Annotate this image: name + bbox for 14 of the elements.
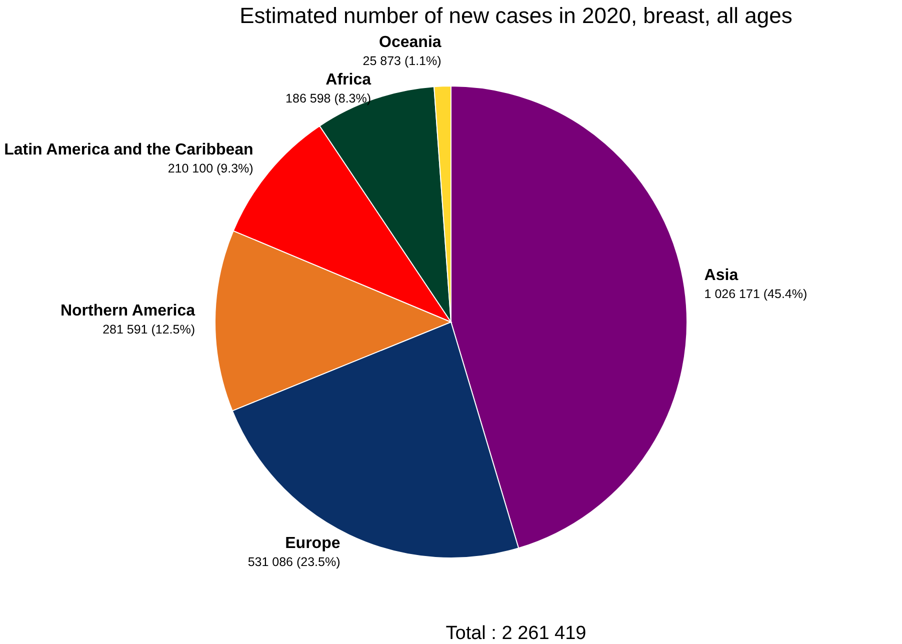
data-label: 1 026 171 (45.4%) (704, 286, 808, 301)
text: Total : 2 261 419 (446, 623, 586, 644)
slice-label: Latin America and the Caribbean (4, 141, 254, 158)
data-label: 186 598 (8.3%) (286, 91, 372, 106)
slice-label: Africa (326, 71, 372, 88)
data-label: 281 591 (12.5%) (102, 322, 196, 337)
slice-label: Northern America (60, 302, 196, 320)
data-label: 210 100 (9.3%) (168, 161, 254, 176)
chart-title: Estimated number of new cases in 2020, breast, all ages (240, 3, 792, 28)
slice-label: Asia (704, 266, 738, 284)
slice-label: Oceania (379, 34, 442, 52)
data-label: 25 873 (1.1%) (362, 54, 442, 68)
data-label: 531 086 (23.5%) (248, 554, 340, 569)
slice-label: Europe (285, 534, 340, 552)
